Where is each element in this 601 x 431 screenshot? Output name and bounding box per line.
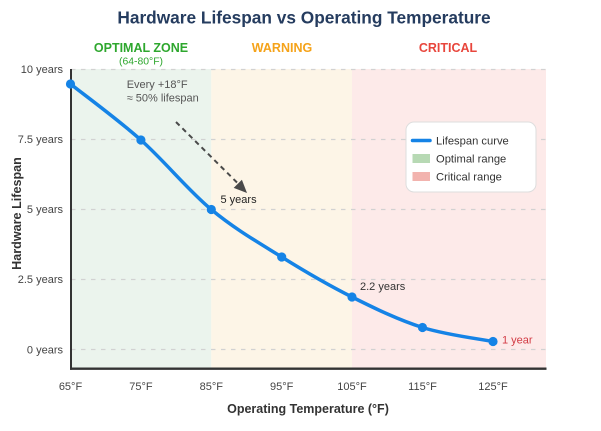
svg-text:95°F: 95°F: [270, 381, 294, 393]
svg-text:Hardware Lifespan vs Operating: Hardware Lifespan vs Operating Temperatu…: [117, 8, 491, 28]
svg-text:1 year: 1 year: [502, 335, 533, 347]
svg-text:105°F: 105°F: [337, 381, 367, 393]
svg-text:Hardware Lifespan: Hardware Lifespan: [10, 157, 24, 270]
svg-text:5 years: 5 years: [27, 204, 64, 216]
svg-text:7.5 years: 7.5 years: [18, 134, 64, 146]
svg-text:85°F: 85°F: [200, 381, 224, 393]
svg-text:≈ 50% lifespan: ≈ 50% lifespan: [127, 93, 199, 105]
svg-text:CRITICAL: CRITICAL: [419, 41, 478, 55]
svg-text:Every +18°F: Every +18°F: [127, 79, 188, 91]
svg-text:65°F: 65°F: [59, 381, 83, 393]
svg-text:125°F: 125°F: [478, 381, 508, 393]
svg-text:WARNING: WARNING: [252, 41, 312, 55]
svg-text:2.2 years: 2.2 years: [360, 281, 406, 293]
svg-text:115°F: 115°F: [408, 381, 437, 393]
svg-text:OPTIMAL ZONE: OPTIMAL ZONE: [94, 41, 188, 55]
svg-text:75°F: 75°F: [129, 381, 153, 393]
svg-text:10 years: 10 years: [21, 64, 64, 76]
svg-text:0 years: 0 years: [27, 345, 64, 357]
svg-text:Operating Temperature (°F): Operating Temperature (°F): [227, 402, 389, 416]
svg-text:Critical range: Critical range: [436, 172, 502, 184]
svg-text:Optimal range: Optimal range: [436, 154, 506, 166]
svg-text:(64-80°F): (64-80°F): [119, 57, 163, 68]
svg-text:5 years: 5 years: [221, 194, 258, 206]
svg-text:2.5 years: 2.5 years: [18, 274, 64, 286]
svg-text:Lifespan curve: Lifespan curve: [436, 136, 509, 148]
